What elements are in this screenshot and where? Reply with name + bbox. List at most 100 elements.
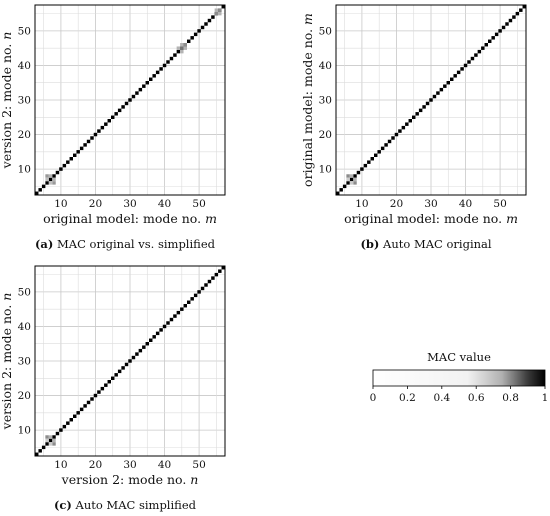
heatmap-cell-diagonal [470,56,475,61]
heatmap-cell-diagonal [380,146,385,151]
heatmap-cell-diagonal [79,146,84,151]
colorbar-title: MAC value [427,350,491,364]
heatmap-cell-diagonal [169,317,174,322]
heatmap-cell-diagonal [450,77,454,81]
heatmap-cell-diagonal [135,352,139,356]
heatmap-cell-diagonal [187,39,191,43]
heatmap-cell-diagonal [107,380,111,384]
heatmap-cell-diagonal [138,87,143,92]
caption-prefix: (c) [54,498,72,512]
heatmap-cell [52,177,56,182]
heatmap-cell [52,438,56,443]
x-axis-label: version 2: mode no. n [61,472,199,487]
heatmap-cell-diagonal [508,18,513,23]
y-tick-label: 40 [18,321,31,333]
heatmap-cell-diagonal [418,108,423,113]
heatmap-cell-diagonal [155,70,160,75]
heatmap-cell-diagonal [197,290,201,294]
y-axis-label: version 2: mode no. n [0,32,14,170]
heatmap-cell [45,438,49,443]
caption-text: Auto MAC original [382,237,492,251]
heatmap-cell-diagonal [55,170,60,175]
colorbar-ticks: 0 0.2 0.4 0.6 0.8 1 [370,386,549,404]
heatmap-cell-diagonal [425,101,430,106]
heatmap-cell-diagonal [356,170,361,175]
heatmap-cell-diagonal [41,184,46,189]
heatmap-cell-diagonal [86,139,91,144]
heatmap-cell-diagonal [62,163,67,168]
y-axis-label-text: original model: mode no. [300,25,315,187]
heatmap-cell-diagonal [69,157,73,161]
heatmap-cell-diagonal [55,431,60,436]
heatmap-cell-diagonal [104,383,108,387]
caption-text: Auto MAC simplified [75,498,197,512]
heatmap-cell-diagonal [142,84,146,88]
heatmap-cell-diagonal [69,418,73,422]
colorbar-tick-label: 1 [542,392,549,404]
heatmap-cell-diagonal [501,25,506,30]
heatmap-cell-diagonal [149,338,153,342]
y-tick-label: 20 [18,390,31,402]
heatmap-cell-diagonal [436,91,440,95]
heatmap-cell [180,43,184,47]
heatmap-cell-diagonal [159,67,163,71]
caption-text: MAC original vs. simplified [57,237,216,251]
heatmap-cell-diagonal [52,174,56,178]
heatmap-cell-diagonal [360,167,364,171]
y-axis-label-variable: n [0,32,14,40]
x-axis-label-text: version 2: mode no. [61,472,191,487]
x-tick-label: 10 [355,198,368,210]
heatmap-cell-diagonal [173,314,177,318]
heatmap-cell-diagonal [66,160,70,164]
heatmap-cell-diagonal [342,184,347,189]
heatmap-cell-diagonal [176,49,181,54]
heatmap-cell [180,46,184,50]
heatmap-cell-diagonal [79,407,84,412]
y-tick-label: 10 [18,164,31,176]
plot-frame [34,4,226,196]
heatmap-cell-diagonal [159,328,163,332]
y-tick-labels: 10 20 30 40 50 [18,25,31,175]
x-axis-label-variable: m [506,211,518,226]
heatmap-cell-diagonal [387,139,392,144]
plot-frame [335,4,527,196]
heatmap-cell [48,435,53,439]
heatmap-cell-diagonal [76,411,80,415]
x-tick-label: 40 [158,459,171,471]
heatmap-cell-diagonal [138,348,143,353]
heatmap-cell-diagonal [93,132,98,137]
heatmap-cells [35,5,225,195]
heatmap-cell-diagonal [391,136,395,140]
heatmap-cell-diagonal [515,11,520,16]
heatmap-cell-diagonal [370,157,374,161]
heatmap-cell-diagonal [481,46,485,50]
heatmap-cell-diagonal [45,181,49,185]
heatmap-cell-diagonal [145,81,149,85]
heatmap-cell [48,442,53,446]
heatmap-cell [218,8,222,12]
y-tick-label: 20 [18,129,31,141]
heatmap-cell-diagonal [467,60,471,64]
x-tick-label: 30 [123,459,136,471]
heatmap-cell-diagonal [336,191,340,195]
y-tick-label: 40 [319,60,332,72]
colorbar-tick-label: 0.2 [399,392,416,404]
heatmap-cell-diagonal [100,125,105,130]
heatmap-cell-diagonal [491,36,495,40]
heatmap-cell-diagonal [73,153,77,157]
x-tick-label: 20 [89,198,102,210]
heatmap-cell-diagonal [429,98,433,102]
heatmap-cell-diagonal [152,74,156,78]
heatmap-cell-diagonal [83,143,87,147]
heatmap-cell-diagonal [505,22,509,26]
heatmap-cell-diagonal [114,112,118,116]
x-axis-label-variable: n [190,472,198,487]
x-axis-label-text: original model: mode no. [344,211,506,226]
heatmap-cell-diagonal [374,153,378,157]
heatmap-cell-diagonal [446,81,450,85]
heatmap-cell [214,8,219,12]
y-axis-label-text: version 2: mode no. [0,40,14,170]
heatmap-cell-diagonal [363,163,368,168]
heatmap-cell-diagonal [221,266,225,270]
